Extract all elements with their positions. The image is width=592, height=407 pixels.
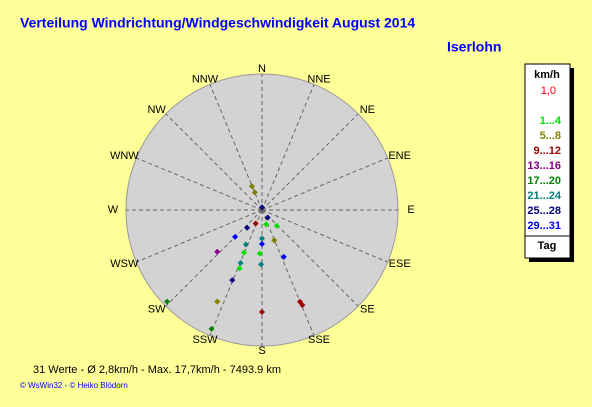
data-point xyxy=(240,249,247,256)
data-point xyxy=(259,235,265,242)
spoke xyxy=(209,209,263,336)
direction-label: NW xyxy=(147,104,166,116)
direction-label: SE xyxy=(360,304,375,316)
direction-label: ENE xyxy=(388,150,411,162)
direction-label: E xyxy=(407,204,414,216)
chart-title: Verteilung Windrichtung/Windgeschwindigk… xyxy=(20,15,415,31)
legend-entry: 25...28 xyxy=(527,205,561,217)
spoke xyxy=(209,84,263,211)
data-point xyxy=(258,261,265,268)
legend-title: Tag xyxy=(538,240,557,252)
data-point xyxy=(236,265,243,272)
legend-entry: 9...12 xyxy=(533,145,561,157)
location: Iserlohn xyxy=(447,39,501,55)
direction-label: WSW xyxy=(110,258,139,270)
spoke xyxy=(136,209,263,263)
legend-entry: 13...16 xyxy=(527,160,561,172)
data-point xyxy=(264,214,271,221)
legend-entry: 21...24 xyxy=(527,190,562,202)
data-point xyxy=(252,220,259,227)
data-point xyxy=(232,233,239,240)
legend-box xyxy=(524,63,571,259)
direction-label: SSW xyxy=(192,334,218,346)
legend-entry: 5...8 xyxy=(540,130,561,142)
data-point xyxy=(299,302,306,309)
data-point xyxy=(256,250,263,257)
direction-label: S xyxy=(258,345,265,357)
data-point xyxy=(259,309,265,315)
data-point xyxy=(248,183,255,190)
data-point xyxy=(244,224,251,231)
direction-label: ESE xyxy=(389,258,411,270)
legend-entry: 17...20 xyxy=(527,175,561,187)
data-point xyxy=(214,248,221,255)
radial-max-label: 1,0 xyxy=(541,85,556,97)
direction-label: W xyxy=(108,204,119,216)
spoke xyxy=(261,113,359,211)
data-point xyxy=(259,241,265,247)
data-point xyxy=(251,189,258,196)
data-point xyxy=(208,325,215,332)
direction-label: NNW xyxy=(192,74,219,86)
data-point xyxy=(273,222,280,229)
data-point xyxy=(164,298,171,305)
spoke xyxy=(261,84,315,211)
data-point xyxy=(229,277,236,284)
data-point xyxy=(242,241,249,248)
direction-label: SW xyxy=(148,304,166,316)
spoke xyxy=(261,157,388,211)
legend-entry: 1...4 xyxy=(540,115,562,127)
direction-label: SSE xyxy=(308,334,330,346)
spoke xyxy=(136,157,263,211)
direction-label: WNW xyxy=(110,150,139,162)
spoke xyxy=(165,113,263,211)
direction-label: NE xyxy=(360,104,375,116)
legend-unit: km/h xyxy=(534,69,560,81)
credits: © WsWin32 - © Heiko Blödorn xyxy=(20,381,128,390)
data-point xyxy=(280,253,287,260)
direction-label: N xyxy=(258,63,266,75)
data-point xyxy=(237,259,244,266)
spoke xyxy=(261,209,315,336)
data-point xyxy=(263,221,270,228)
spoke xyxy=(261,209,388,263)
summary: 31 Werte - Ø 2,8km/h - Max. 17,7km/h - 7… xyxy=(33,364,281,376)
data-point xyxy=(259,204,265,211)
data-point xyxy=(214,298,221,305)
direction-label: NNE xyxy=(307,74,330,86)
legend-entry: 29...31 xyxy=(527,220,561,232)
data-point xyxy=(271,237,278,244)
